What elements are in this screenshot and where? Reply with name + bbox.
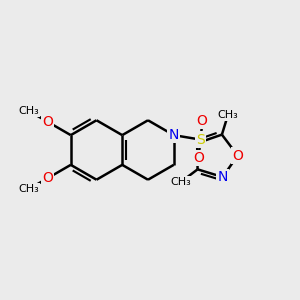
Text: O: O [232,148,243,163]
Text: S: S [196,133,205,147]
Text: N: N [169,128,179,142]
Text: O: O [196,114,207,128]
Text: CH₃: CH₃ [18,184,39,194]
Text: O: O [194,151,204,165]
Text: N: N [218,170,228,184]
Text: O: O [42,171,53,185]
Text: CH₃: CH₃ [171,177,191,187]
Text: CH₃: CH₃ [218,110,239,120]
Text: CH₃: CH₃ [18,106,39,116]
Text: O: O [42,115,53,129]
